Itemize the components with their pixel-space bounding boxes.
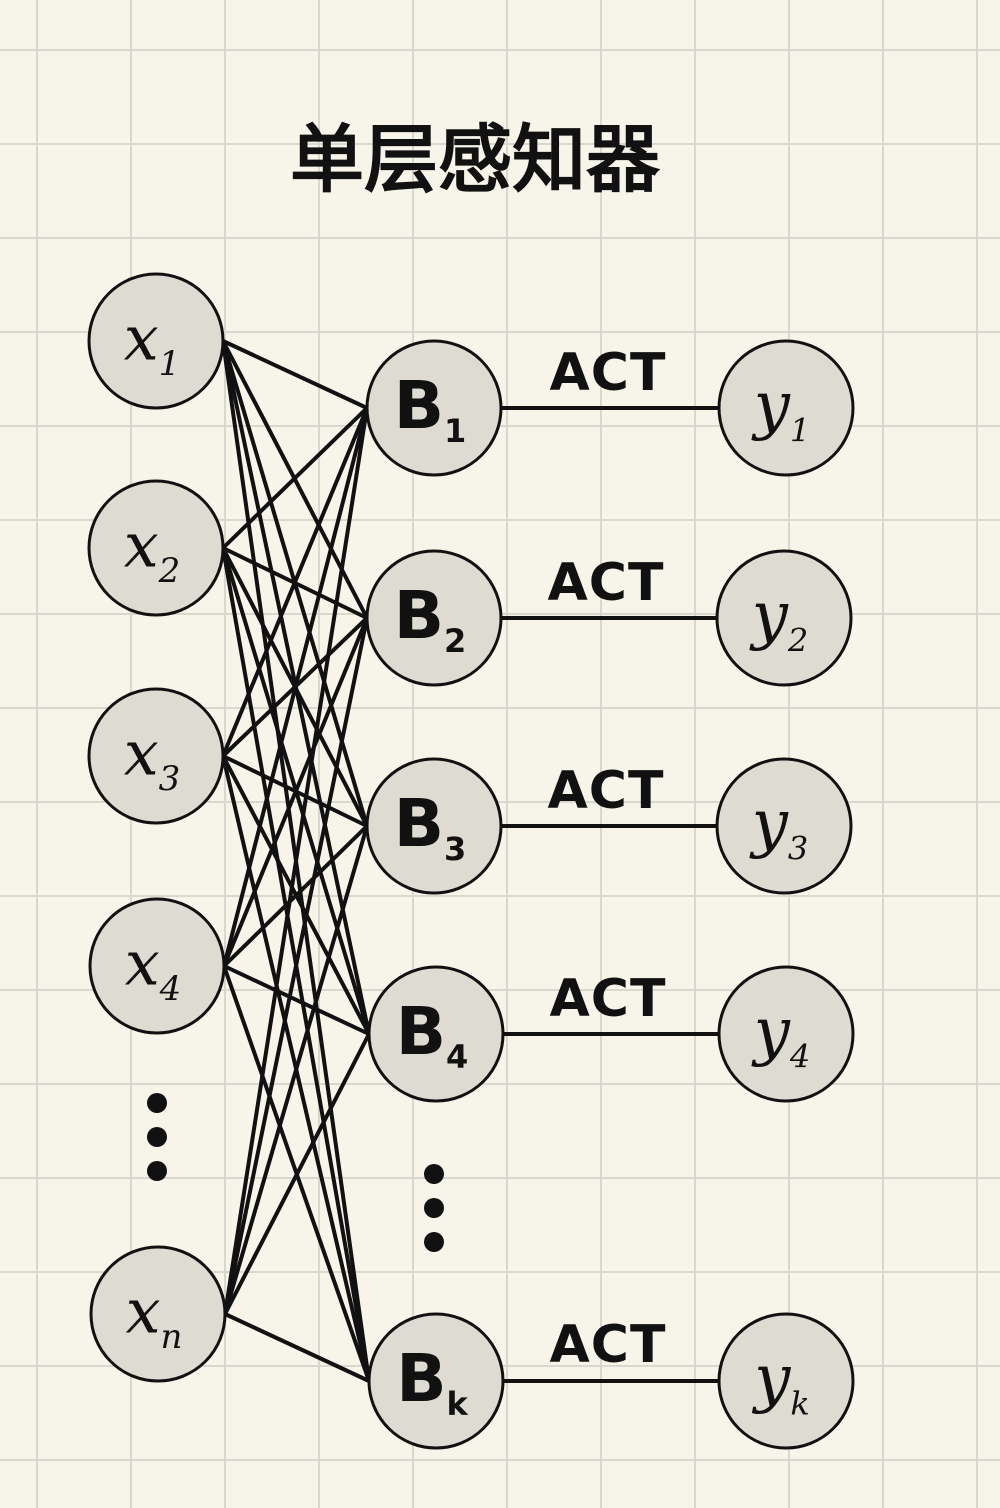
hidden-node-circle xyxy=(367,1312,505,1450)
input-node-3: x3 xyxy=(87,687,225,825)
edge-input-5-hidden-1 xyxy=(223,406,369,1316)
output-node-2: y2 xyxy=(715,549,853,687)
input-node-2: x2 xyxy=(87,479,225,617)
edge-input-5-hidden-5 xyxy=(223,1312,371,1383)
edge-input-1-hidden-1 xyxy=(221,339,369,410)
input-node-subscript: 1 xyxy=(159,344,181,384)
output-node-1: y1 xyxy=(717,339,855,477)
input-node-subscript: n xyxy=(161,1317,183,1357)
input-ellipsis xyxy=(147,1093,167,1181)
output-node-subscript: 2 xyxy=(787,622,808,660)
activation-label: ACT xyxy=(550,343,667,403)
activation-label: ACT xyxy=(550,1315,667,1375)
edge-input-2-hidden-1 xyxy=(221,406,369,550)
edge-input-5-hidden-3 xyxy=(223,824,369,1316)
output-node-subscript: 4 xyxy=(789,1038,810,1076)
hidden-node-subscript: 1 xyxy=(444,412,466,450)
output-node-circle xyxy=(717,1312,855,1450)
edge-input-5-hidden-4 xyxy=(223,1032,371,1316)
hidden-node-subscript: k xyxy=(447,1385,469,1423)
hidden-node-1: B1 xyxy=(365,339,503,477)
edge-input-4-hidden-3 xyxy=(222,824,369,968)
edge-input-4-hidden-1 xyxy=(222,406,369,968)
activation-label: ACT xyxy=(548,761,665,821)
output-node-subscript: 3 xyxy=(788,830,808,868)
connections: ACT ACT ACT ACT ACT xyxy=(221,339,721,1383)
activation-label: ACT xyxy=(548,553,665,613)
output-node-subscript: 1 xyxy=(790,412,810,450)
input-node-circle xyxy=(89,1245,227,1383)
output-node-3: y3 xyxy=(715,757,853,895)
hidden-node-2: B2 xyxy=(365,549,503,687)
input-node-circle xyxy=(88,897,226,1035)
hidden-node-subscript: 2 xyxy=(444,622,466,660)
output-node-4: y4 xyxy=(717,965,855,1103)
edge-input-4-hidden-2 xyxy=(222,616,369,968)
hidden-node-circle xyxy=(365,757,503,895)
hidden-node-4: B4 xyxy=(367,965,505,1103)
output-node-circle xyxy=(715,757,853,895)
output-node-circle xyxy=(715,549,853,687)
input-node-4: x4 xyxy=(88,897,226,1035)
hidden-node-3: B3 xyxy=(365,757,503,895)
output-node-circle xyxy=(717,339,855,477)
edge-input-3-hidden-1 xyxy=(221,406,369,758)
nodes: x1 x2 x3 x4 xn B1 B2 B3 B4 Bk y1 y2 y3 y4 yk xyxy=(87,272,855,1450)
input-node-5: xn xyxy=(89,1245,227,1383)
output-node-subscript: k xyxy=(790,1385,809,1423)
hidden-node-circle xyxy=(367,965,505,1103)
input-node-subscript: 2 xyxy=(158,551,181,591)
input-node-1: x1 xyxy=(87,272,225,410)
hidden-node-circle xyxy=(365,339,503,477)
activation-label: ACT xyxy=(550,969,667,1029)
output-node-5: yk xyxy=(717,1312,855,1450)
input-node-circle xyxy=(87,272,225,410)
hidden-node-subscript: 3 xyxy=(444,830,466,868)
edge-input-4-hidden-4 xyxy=(222,964,371,1036)
input-node-circle xyxy=(87,687,225,825)
input-node-circle xyxy=(87,479,225,617)
input-node-subscript: 4 xyxy=(159,969,182,1009)
hidden-node-subscript: 4 xyxy=(446,1038,468,1076)
diagram-title: 单层感知器 xyxy=(290,117,661,203)
input-node-subscript: 3 xyxy=(159,759,181,799)
edge-input-5-hidden-2 xyxy=(223,616,369,1316)
output-node-circle xyxy=(717,965,855,1103)
hidden-ellipsis xyxy=(424,1164,444,1252)
hidden-node-circle xyxy=(365,549,503,687)
hidden-node-5: Bk xyxy=(367,1312,505,1450)
